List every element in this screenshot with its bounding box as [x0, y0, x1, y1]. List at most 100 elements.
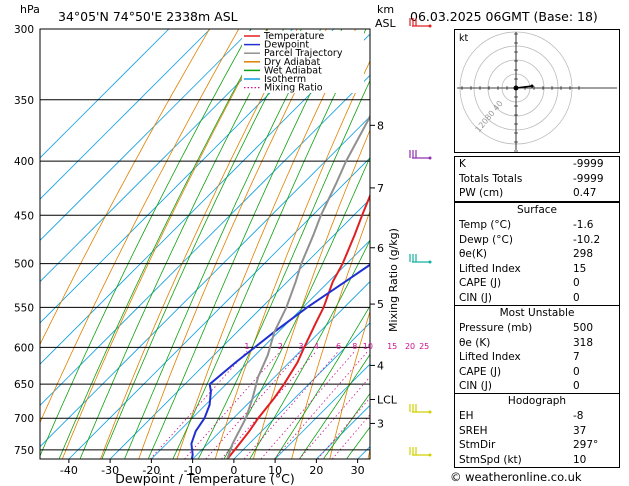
mixing-ratio-tick-label: 8	[352, 342, 357, 351]
km-tick-label: 7	[377, 182, 384, 195]
pressure-tick-label: 600	[14, 342, 34, 354]
series-line-temperature	[226, 193, 370, 459]
index-label: K	[459, 158, 466, 170]
hodograph-row: StmDir 297°	[455, 438, 619, 453]
pressure-tick-label: 300	[14, 24, 34, 36]
surface-label: CAPE (J)	[459, 277, 502, 289]
most-unstable-value: 7	[573, 351, 580, 363]
footer-credit: © weatheronline.co.uk	[450, 470, 582, 484]
grid-lines	[40, 29, 370, 459]
index-value: -9999	[573, 172, 604, 185]
wet-adiabat-line	[198, 79, 370, 459]
most-unstable-value: 318	[573, 336, 594, 349]
most-unstable-label: CIN (J)	[459, 380, 492, 392]
pressure-tick-label: 500	[14, 259, 34, 271]
mixing-ratio-line	[149, 350, 248, 459]
index-row: PW (cm) 0.47	[455, 186, 619, 201]
hodograph-ring-label: 40	[491, 99, 504, 113]
pressure-tick-label: 450	[14, 210, 34, 222]
surface-table: Surface Temp (°C) -1.6 Dewp (°C) -10.2 θe(K)…	[454, 202, 620, 306]
isotherm-line	[233, 322, 370, 459]
wet-adiabat-line	[101, 29, 302, 459]
most-unstable-label: Pressure (mb)	[459, 322, 533, 334]
hodograph-value: 37	[573, 424, 587, 437]
km-tick-label: 5	[377, 298, 384, 311]
wet-adiabat-line	[40, 29, 252, 457]
wet-adiabat-line	[148, 29, 343, 459]
legend-label: Parcel Trajectory	[264, 48, 343, 59]
surface-label: Temp (°C)	[459, 219, 512, 231]
hodograph-value: 10	[573, 453, 587, 466]
legend-label: Mixing Ratio	[264, 83, 323, 94]
most-unstable-row: CIN (J) 0	[455, 379, 619, 394]
hodograph-table: Hodograph EH -8 SREH 37 StmDir 297° StmSpd (kt…	[454, 393, 620, 468]
x-tick-label: 20	[309, 464, 323, 477]
mixing-ratio-line	[331, 414, 370, 459]
pressure-tick-label: 350	[14, 95, 34, 107]
wet-adiabat-line	[249, 239, 370, 459]
isotherm-line	[68, 157, 370, 459]
dry-adiabat-line	[100, 29, 298, 459]
wet-adiabat-line	[223, 156, 370, 459]
km-label: km	[377, 3, 395, 16]
datetime-title: 06.03.2025 06GMT (Base: 18)	[410, 9, 598, 24]
mixing-ratio-line	[221, 350, 317, 459]
index-row: Totals Totals -9999	[455, 172, 619, 187]
isotherm-line	[274, 363, 370, 459]
isotherm-line	[40, 116, 370, 448]
surface-row: CIN (J) 0	[455, 291, 619, 306]
wet-adiabat-line	[58, 29, 268, 459]
wet-adiabat-line	[299, 353, 370, 459]
hodograph-label: StmDir	[459, 439, 496, 451]
most-unstable-row: CAPE (J) 0	[455, 365, 619, 380]
km-tick-label: 3	[377, 417, 384, 430]
mixing-ratio-tick-label: 25	[419, 342, 429, 351]
legend-label: Isotherm	[264, 74, 306, 85]
most-unstable-value: 0	[573, 365, 580, 378]
surface-value: -1.6	[573, 219, 594, 231]
series-line-parcel-trajectory	[226, 114, 370, 459]
pressure-tick-label: 400	[14, 156, 34, 168]
x-tick-label: -40	[60, 464, 78, 477]
isotherm-line	[40, 29, 170, 159]
most-unstable-table: Most Unstable Pressure (mb) 500 θe (K) 318 L…	[454, 305, 620, 395]
mixing-ratio-tick-label: 1	[244, 342, 249, 351]
hodograph-value: -8	[573, 410, 584, 422]
mixing-ratio-tick-label: 4	[314, 342, 319, 351]
index-row: K -9999	[455, 157, 619, 172]
surface-row: CAPE (J) 0	[455, 276, 619, 291]
x-tick-label: -30	[101, 464, 119, 477]
wet-adiabat-line	[323, 392, 370, 459]
isotherm-line	[192, 281, 370, 459]
isotherm-line	[40, 33, 370, 365]
wet-adiabat-line	[274, 305, 370, 459]
hodograph-row: StmSpd (kt) 10	[455, 453, 619, 468]
km-tick-label: LCL	[377, 393, 398, 406]
index-value: -9999	[573, 158, 604, 170]
legend-label: Temperature	[263, 31, 324, 42]
mixing-ratio-tick-label: 6	[336, 342, 341, 351]
most-unstable-row: θe (K) 318	[455, 336, 619, 351]
dry-adiabat-line	[214, 59, 370, 459]
isotherm-line	[40, 74, 370, 406]
location-title: 34°05'N 74°50'E 2338m ASL	[58, 9, 238, 24]
km-tick-label: 4	[377, 359, 384, 372]
surface-value: 0	[573, 277, 580, 289]
wind-barbs	[409, 18, 432, 457]
surface-value: -10.2	[573, 233, 601, 246]
legend-label: Dry Adiabat	[264, 57, 321, 68]
wet-adiabat-line	[79, 29, 285, 459]
surface-row: θe(K) 298	[455, 247, 619, 262]
x-tick-label: 10	[268, 464, 282, 477]
dry-adiabat-line	[253, 129, 370, 459]
legend-background	[242, 31, 364, 93]
x-tick-label: -10	[184, 464, 202, 477]
mixing-ratio-tick-label: 20	[405, 342, 415, 351]
isotherm-line	[40, 29, 252, 241]
mixing-ratio-tick-label: 3	[299, 342, 304, 351]
hodograph-origin-marker	[513, 85, 519, 91]
mixing-ratio-tick-label: 10	[363, 342, 373, 351]
surface-value: 298	[573, 248, 594, 260]
hodograph-label: SREH	[459, 424, 488, 437]
